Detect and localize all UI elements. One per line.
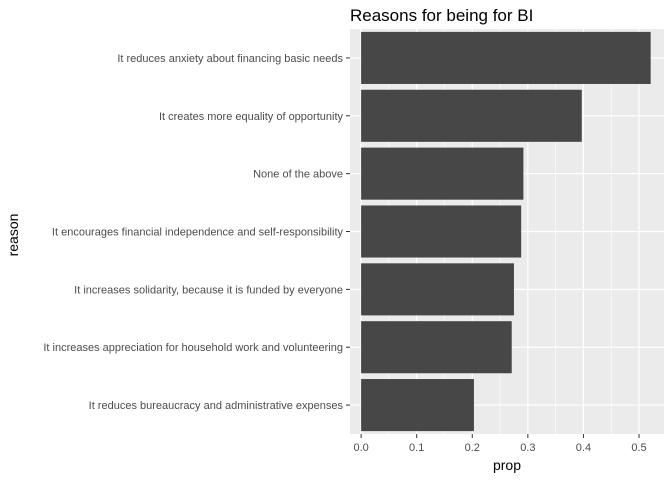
y-tick-label: It reduces bureaucracy and administrativ… [89,400,344,412]
y-tick-label: It encourages financial independence and… [52,227,344,239]
x-tick-label: 0.3 [520,442,535,454]
bar [361,89,582,142]
y-tick-label: It increases appreciation for household … [43,342,343,354]
x-tick-label: 0.0 [353,442,368,454]
y-tick-label: It creates more equality of opportunity [159,111,344,123]
y-tick-label: It reduces anxiety about financing basic… [117,53,343,65]
x-tick-label: 0.1 [409,442,424,454]
y-tick-label: It increases solidarity, because it is f… [74,284,343,296]
bar [361,379,474,432]
x-axis-title: prop [493,457,521,473]
bar [361,205,522,258]
x-tick-label: 0.5 [631,442,646,454]
bar [361,147,524,200]
bar [361,321,512,374]
bar [361,31,651,84]
x-tick-label: 0.2 [465,442,480,454]
x-tick-label: 0.4 [576,442,591,454]
y-tick-label: None of the above [253,169,343,181]
y-axis-title: reason [5,214,21,257]
bar [361,263,514,316]
chart-title: Reasons for being for BI [350,6,533,25]
